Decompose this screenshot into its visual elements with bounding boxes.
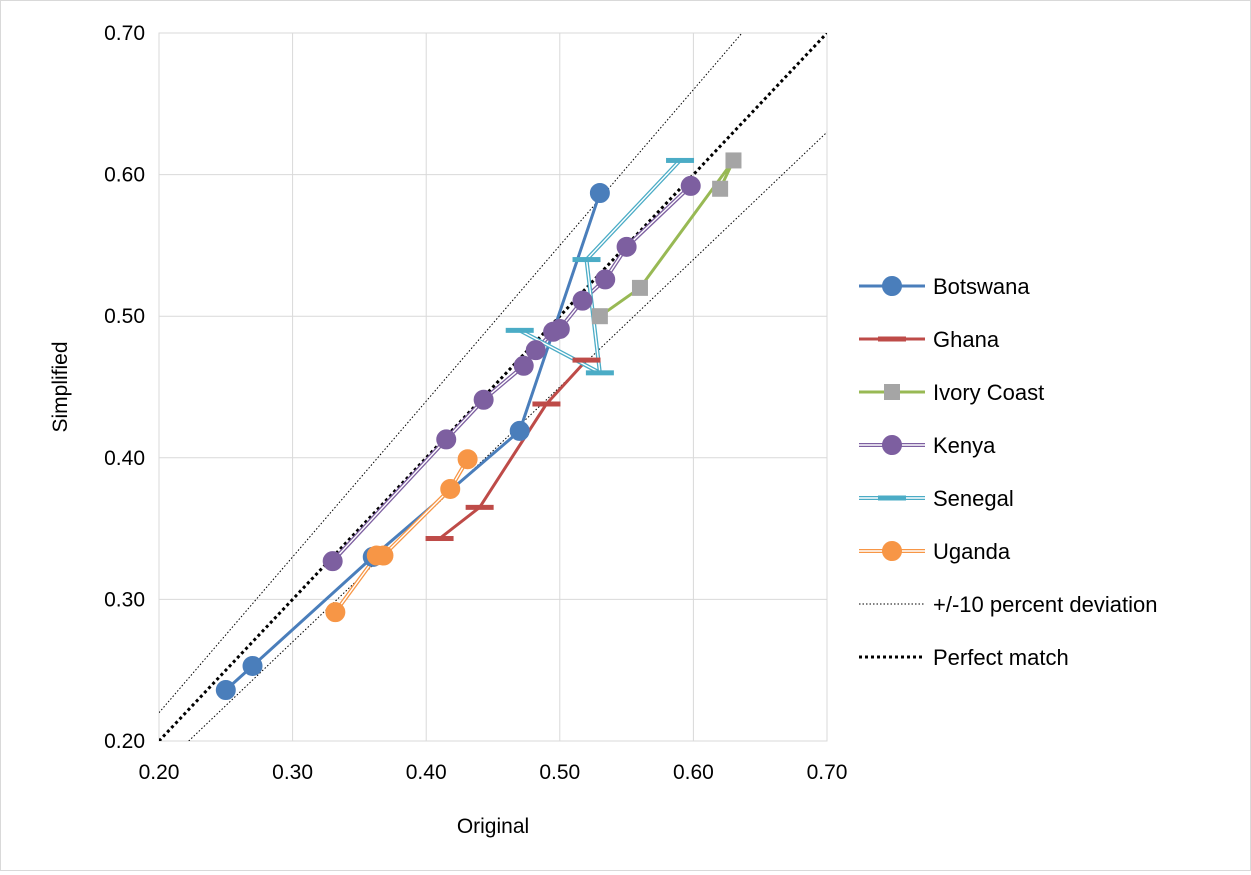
- x-tick-label: 0.60: [673, 761, 714, 784]
- tick-labels: 0.20 0.30 0.40 0.50 0.60 0.70 0.20 0.30 0.40 0.50…: [104, 22, 847, 784]
- y-tick-label: 0.70: [104, 22, 145, 45]
- point-kenya: [616, 236, 637, 257]
- reference-lines: [159, 33, 827, 741]
- point-botswana: [589, 183, 610, 204]
- legend-label: Perfect match: [933, 645, 1069, 670]
- legend-item-uganda: Uganda: [859, 539, 1011, 564]
- series-markers: [215, 152, 742, 701]
- point-botswana: [215, 680, 236, 701]
- legend-item-10-percent-deviation: +/-10 percent deviation: [859, 592, 1157, 617]
- x-tick-label: 0.50: [539, 761, 580, 784]
- series-lines: [224, 158, 735, 692]
- series-line-ghana: [438, 359, 588, 540]
- point-kenya: [513, 355, 534, 376]
- point-kenya: [473, 389, 494, 410]
- y-tick-label: 0.20: [104, 730, 145, 753]
- point-botswana: [509, 420, 530, 441]
- point-uganda: [457, 449, 478, 470]
- legend-label: Senegal: [933, 486, 1014, 511]
- point-kenya: [572, 290, 593, 311]
- legend-label: +/-10 percent deviation: [933, 592, 1157, 617]
- legend-swatch-marker: [882, 541, 902, 561]
- legend-item-ivory-coast: Ivory Coast: [859, 380, 1044, 405]
- y-tick-label: 0.50: [104, 305, 145, 328]
- series-line-botswana: [224, 192, 602, 692]
- legend-item-senegal: Senegal: [859, 486, 1014, 511]
- ref-line-perfect-match: [159, 33, 827, 741]
- grid-lines: [158, 32, 828, 742]
- legend-swatch-marker: [884, 384, 900, 400]
- point-ghana: [572, 357, 601, 363]
- series-line-ivory-coast: [599, 158, 735, 318]
- point-ivory-coast: [712, 180, 729, 197]
- point-kenya: [525, 340, 546, 361]
- point-ivory-coast: [631, 279, 648, 296]
- y-axis-title: Simplified: [49, 341, 72, 432]
- x-axis-title: Original: [457, 815, 529, 838]
- point-botswana: [242, 655, 263, 676]
- legend-label: Ivory Coast: [933, 380, 1044, 405]
- ref-line-10-percent-deviation: [159, 33, 743, 714]
- x-tick-label: 0.70: [807, 761, 848, 784]
- point-senegal: [572, 257, 601, 263]
- point-senegal: [505, 327, 534, 333]
- point-uganda: [373, 545, 394, 566]
- point-kenya: [595, 269, 616, 290]
- x-tick-label: 0.40: [406, 761, 447, 784]
- legend-swatch-marker: [882, 276, 902, 296]
- legend-item-ghana: Ghana: [859, 327, 1000, 352]
- legend-item-kenya: Kenya: [859, 433, 996, 458]
- point-kenya: [680, 175, 701, 196]
- legend-swatch-marker: [878, 495, 906, 501]
- legend-label: Uganda: [933, 539, 1011, 564]
- point-ivory-coast: [591, 308, 608, 325]
- x-tick-label: 0.30: [272, 761, 313, 784]
- point-ghana: [465, 504, 494, 510]
- point-ghana: [425, 536, 454, 542]
- legend-label: Botswana: [933, 274, 1030, 299]
- y-tick-label: 0.30: [104, 588, 145, 611]
- plot-area-border: [158, 32, 828, 742]
- legend-label: Ghana: [933, 327, 1000, 352]
- legend-swatch-marker: [882, 435, 902, 455]
- point-kenya: [436, 429, 457, 450]
- point-kenya: [322, 551, 343, 572]
- legend-label: Kenya: [933, 433, 996, 458]
- legend: Botswana Ghana Ivory Coast Kenya Senegal Ugan…: [859, 274, 1157, 670]
- y-tick-label: 0.60: [104, 164, 145, 187]
- x-tick-label: 0.20: [139, 761, 180, 784]
- point-ghana: [532, 401, 561, 407]
- legend-item-botswana: Botswana: [859, 274, 1030, 299]
- point-kenya: [549, 318, 570, 339]
- series-line-kenya: [331, 184, 693, 563]
- point-uganda: [440, 478, 461, 499]
- point-ivory-coast: [725, 152, 742, 169]
- ref-line-10-percent-deviation: [188, 131, 827, 741]
- y-tick-label: 0.40: [104, 447, 145, 470]
- legend-item-perfect-match: Perfect match: [859, 645, 1069, 670]
- legend-swatch-marker: [878, 336, 906, 342]
- point-uganda: [325, 602, 346, 623]
- point-senegal: [666, 157, 695, 163]
- point-senegal: [585, 370, 614, 376]
